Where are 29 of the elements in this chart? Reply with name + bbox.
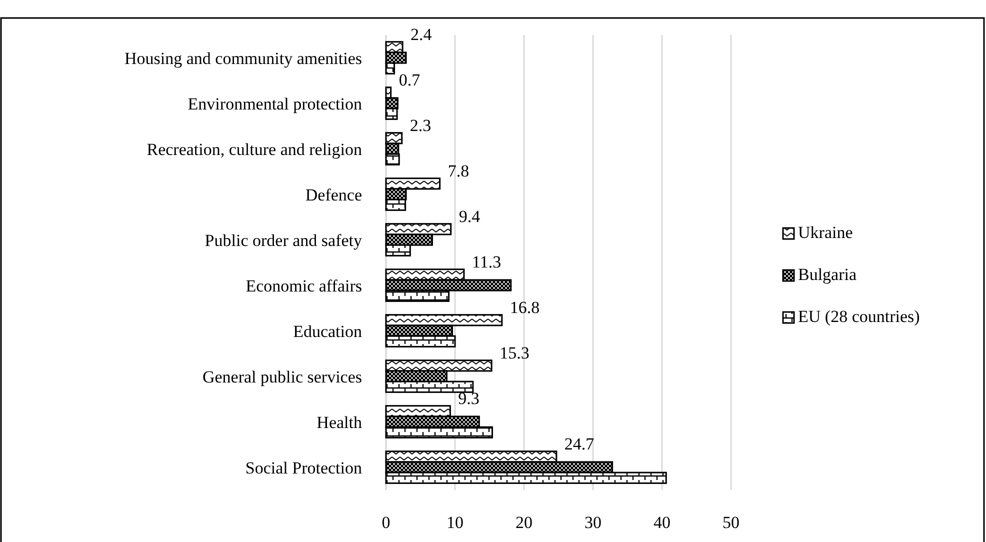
- legend-label: Ukraine: [798, 223, 853, 242]
- y-tick-label: Recreation, culture and religion: [146, 140, 362, 159]
- y-tick-label: Economic affairs: [246, 276, 362, 296]
- data-label: 9.4: [458, 206, 481, 226]
- x-tick-label: 50: [722, 513, 740, 532]
- data-label: 0.7: [398, 70, 421, 90]
- y-tick-label: Housing and community amenities: [124, 48, 362, 68]
- x-tick-label: 0: [382, 513, 390, 532]
- y-tick-label: Defence: [305, 185, 362, 204]
- data-label: 2.4: [410, 24, 432, 44]
- y-tick-label: Social Protection: [245, 458, 362, 478]
- y-tick-label: Education: [293, 322, 362, 341]
- data-label: 11.3: [472, 252, 502, 272]
- y-tick-label: Environmental protection: [188, 94, 362, 114]
- data-label: 16.8: [510, 298, 540, 317]
- y-tick-label: General public services: [202, 367, 362, 386]
- legend-label: Bulgaria: [798, 265, 857, 284]
- y-tick-label: Health: [316, 412, 362, 432]
- y-tick-label: Public order and safety: [204, 230, 362, 250]
- x-tick-label: 10: [446, 513, 464, 532]
- x-tick-label: 30: [584, 513, 602, 532]
- data-label: 2.3: [410, 116, 432, 135]
- x-tick-label: 40: [654, 513, 670, 532]
- data-label: 24.7: [564, 434, 595, 454]
- x-tick-label: 20: [516, 513, 532, 532]
- data-label: 9.3: [458, 388, 480, 408]
- data-label: 7.8: [448, 161, 470, 180]
- data-label: 15.3: [500, 343, 530, 362]
- legend-label: EU (28 countries): [798, 307, 920, 326]
